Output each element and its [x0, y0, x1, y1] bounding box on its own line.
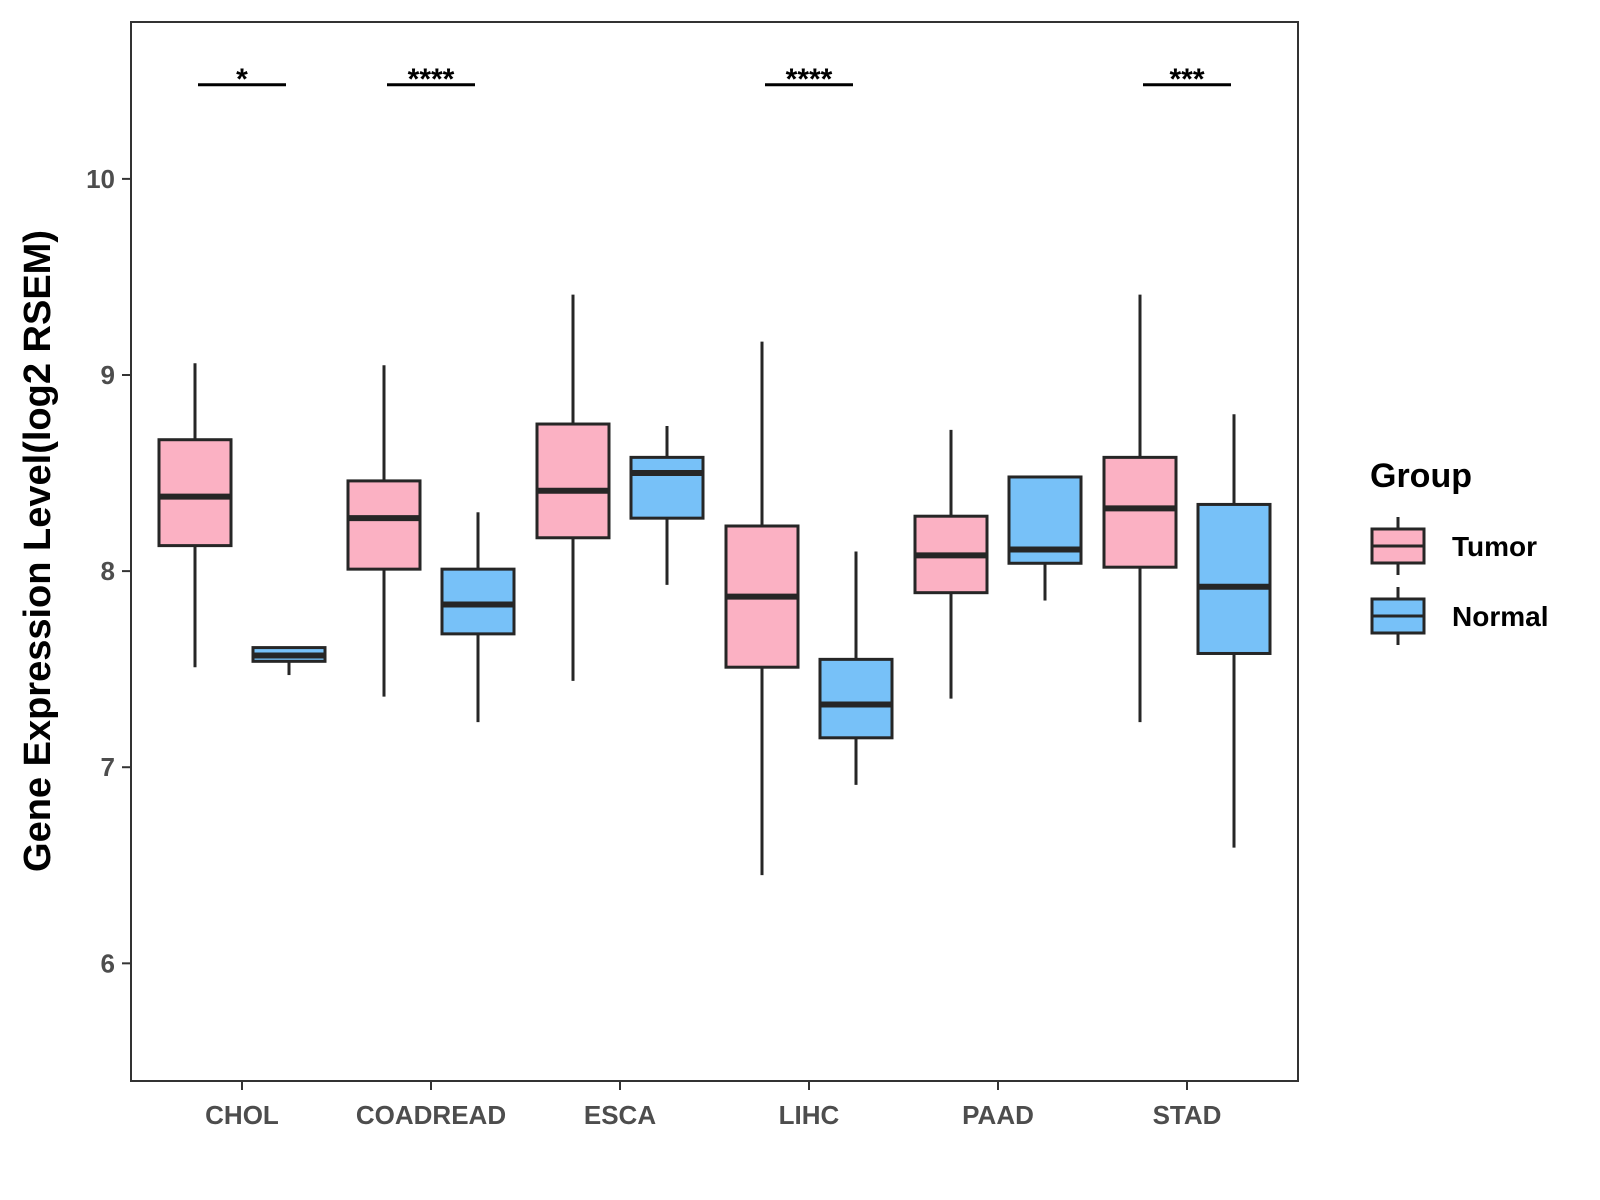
box-tumor-esca	[535, 294, 611, 681]
legend-label: Normal	[1452, 601, 1548, 632]
y-tick-label: 6	[101, 948, 115, 978]
box-tumor-paad	[913, 429, 989, 699]
y-tick-label: 7	[101, 752, 115, 782]
legend-label: Tumor	[1452, 531, 1537, 562]
box-body	[818, 657, 894, 740]
x-tick-label: PAAD	[962, 1100, 1034, 1130]
legend-key-tumor	[1370, 517, 1426, 575]
x-tick-label: STAD	[1153, 1100, 1222, 1130]
x-tick-label: LIHC	[779, 1100, 840, 1130]
box-tumor-stad	[1102, 294, 1178, 723]
legend: Group Tumor Normal	[1370, 457, 1548, 645]
box-tumor-chol	[157, 363, 233, 668]
x-tick-label: CHOL	[205, 1100, 279, 1130]
box-normal-stad	[1196, 414, 1272, 848]
box-tumor-coadread	[346, 365, 422, 697]
box-normal-paad	[1007, 475, 1083, 601]
plot-area: * **** **** ***	[157, 63, 1272, 876]
x-tick-label: ESCA	[584, 1100, 656, 1130]
y-tick-label: 9	[101, 360, 115, 390]
box-normal-esca	[629, 425, 705, 585]
box-normal-coadread	[440, 512, 516, 723]
box-body	[629, 455, 705, 520]
y-axis-title: Gene Expression Level(log2 RSEM)	[17, 230, 59, 872]
box-body	[1102, 455, 1178, 569]
x-tick-label: COADREAD	[356, 1100, 506, 1130]
y-tick-label: 8	[101, 556, 115, 586]
x-axis: CHOL COADREAD ESCA LIHC PAAD STAD	[205, 1081, 1221, 1130]
box-body	[346, 479, 422, 571]
significance-label: ****	[408, 63, 455, 96]
box-body	[157, 438, 233, 548]
legend-title: Group	[1370, 457, 1472, 495]
box-tumor-lihc	[724, 341, 800, 876]
box-body	[535, 422, 611, 540]
box-body	[1196, 502, 1272, 655]
panel-border	[130, 21, 1299, 1082]
y-axis: 6 7 8 9 10	[86, 164, 131, 978]
significance-label: *	[236, 63, 248, 96]
significance-label: ****	[786, 63, 833, 96]
box-normal-lihc	[818, 551, 894, 785]
y-tick-label: 10	[86, 164, 115, 194]
significance-label: ***	[1169, 63, 1204, 96]
box-normal-chol	[251, 646, 327, 676]
legend-key-normal	[1370, 587, 1426, 645]
